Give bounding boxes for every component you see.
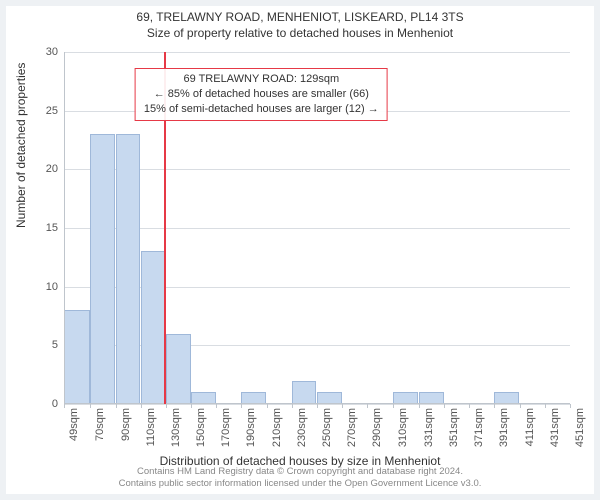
annotation-line3: 15% of semi-detached houses are larger (… <box>144 102 379 117</box>
x-tick-mark <box>166 404 167 408</box>
x-tick-label: 351sqm <box>448 408 460 447</box>
x-tick-label: 411sqm <box>524 408 536 446</box>
x-tick-label: 90sqm <box>120 408 132 441</box>
x-tick-mark <box>317 404 318 408</box>
y-tick-label: 20 <box>46 163 58 175</box>
x-tick-label: 371sqm <box>473 408 485 447</box>
x-tick-mark <box>267 404 268 408</box>
x-tick-mark <box>64 404 65 408</box>
x-tick-label: 451sqm <box>574 408 586 447</box>
bar <box>64 310 90 404</box>
x-tick-mark <box>191 404 192 408</box>
x-tick-label: 391sqm <box>498 408 510 447</box>
y-tick-label: 5 <box>52 339 58 351</box>
x-tick-label: 230sqm <box>296 408 308 447</box>
y-tick-label: 10 <box>46 281 58 293</box>
bar <box>141 251 166 404</box>
x-tick-label: 170sqm <box>220 408 232 447</box>
x-tick-mark <box>545 404 546 408</box>
footer-line1: Contains HM Land Registry data © Crown c… <box>6 466 594 478</box>
x-tick-mark <box>367 404 368 408</box>
x-tick-label: 310sqm <box>397 408 409 447</box>
x-tick-mark <box>216 404 217 408</box>
annotation-box: 69 TRELAWNY ROAD: 129sqm ← 85% of detach… <box>135 68 388 121</box>
bar <box>90 134 115 404</box>
x-tick-mark <box>419 404 420 408</box>
x-tick-label: 331sqm <box>423 408 435 447</box>
x-tick-label: 431sqm <box>549 408 561 447</box>
y-tick-label: 30 <box>46 46 58 58</box>
x-tick-label: 49sqm <box>68 408 80 441</box>
x-tick-label: 290sqm <box>371 408 383 447</box>
x-tick-mark <box>570 404 571 408</box>
bar <box>116 134 141 404</box>
annotation-line1: 69 TRELAWNY ROAD: 129sqm <box>144 72 379 87</box>
y-axis-line <box>64 52 65 404</box>
x-tick-label: 190sqm <box>245 408 257 447</box>
footer-line2: Contains public sector information licen… <box>6 478 594 490</box>
x-tick-mark <box>342 404 343 408</box>
x-tick-label: 70sqm <box>94 408 106 441</box>
x-tick-mark <box>494 404 495 408</box>
chart-plot-area: 051015202530 69 TRELAWNY ROAD: 129sqm ← … <box>64 52 570 404</box>
y-tick-label: 25 <box>46 105 58 117</box>
bar <box>166 334 191 404</box>
x-tick-mark <box>393 404 394 408</box>
x-tick-mark <box>141 404 142 408</box>
annotation-line2: ← 85% of detached houses are smaller (66… <box>144 87 379 102</box>
x-tick-mark <box>520 404 521 408</box>
y-tick-label: 15 <box>46 222 58 234</box>
x-tick-mark <box>241 404 242 408</box>
x-tick-mark <box>292 404 293 408</box>
y-tick-label: 0 <box>52 398 58 410</box>
x-tick-label: 150sqm <box>195 408 207 447</box>
footer-attribution: Contains HM Land Registry data © Crown c… <box>6 466 594 490</box>
page-title: 69, TRELAWNY ROAD, MENHENIOT, LISKEARD, … <box>6 10 594 24</box>
x-tick-mark <box>469 404 470 408</box>
x-tick-mark <box>90 404 91 408</box>
y-axis-label: Number of detached properties <box>14 63 28 228</box>
x-tick-label: 250sqm <box>321 408 333 447</box>
x-tick-label: 110sqm <box>145 408 157 446</box>
x-tick-mark <box>444 404 445 408</box>
x-tick-mark <box>116 404 117 408</box>
x-tick-label: 130sqm <box>170 408 182 447</box>
page-subtitle: Size of property relative to detached ho… <box>6 26 594 40</box>
x-tick-label: 210sqm <box>271 408 283 447</box>
x-tick-label: 270sqm <box>346 408 358 447</box>
bar <box>292 381 317 404</box>
